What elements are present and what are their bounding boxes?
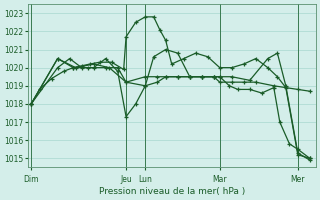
X-axis label: Pression niveau de la mer( hPa ): Pression niveau de la mer( hPa ) (99, 187, 245, 196)
